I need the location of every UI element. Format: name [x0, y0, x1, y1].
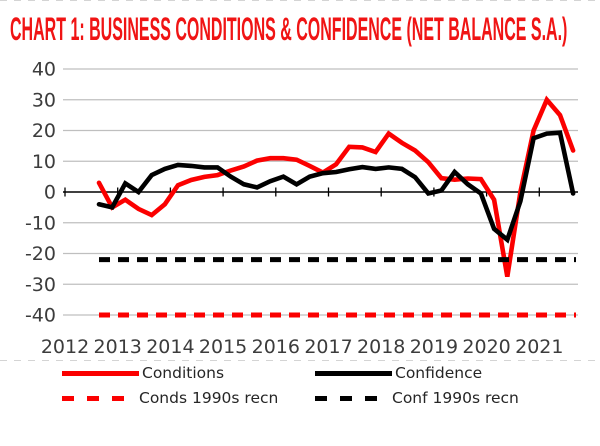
- confidence-line-swatch: [315, 370, 392, 376]
- x-axis-label: 2014: [146, 336, 194, 358]
- y-axis-label: -30: [25, 274, 56, 296]
- legend-label-confidence: Confidence: [395, 364, 483, 382]
- x-axis-label: 2019: [410, 336, 458, 358]
- x-axis-label: 2020: [462, 336, 510, 358]
- y-axis-label: 20: [32, 120, 56, 142]
- conds-1990s-recn-swatch: [62, 395, 136, 401]
- page-break-dotted-line-top: [0, 0, 600, 1]
- x-axis-label: 2015: [199, 336, 247, 358]
- confidence-line: [96, 130, 576, 244]
- x-axis-label: 2013: [94, 336, 142, 358]
- y-axis-label: -40: [25, 305, 56, 327]
- legend-item-confidence: Confidence: [315, 364, 482, 382]
- y-axis-label: 0: [44, 182, 56, 204]
- legend-item-conditions: Conditions: [62, 364, 224, 382]
- x-axis-label: 2017: [304, 336, 352, 358]
- legend-label-conf-1990s-recn: Conf 1990s recn: [392, 389, 519, 407]
- chart-title: CHART 1: BUSINESS CONDITIONS & CONFIDENC…: [10, 11, 600, 48]
- y-axis-label: -10: [25, 212, 56, 234]
- conf-1990s-recn-swatch: [315, 395, 389, 401]
- page-break-dotted-line-mid: [0, 360, 600, 361]
- y-axis-label: 30: [32, 89, 56, 111]
- chart-title-text: CHART 1: BUSINESS CONDITIONS & CONFIDENC…: [10, 11, 568, 47]
- legend-item-conds-1990s-recn: Conds 1990s recn: [62, 389, 278, 407]
- legend-label-conditions: Conditions: [142, 364, 225, 382]
- y-axis-label: 40: [32, 59, 56, 81]
- y-axis-label: -20: [25, 243, 56, 265]
- x-axis-label: 2018: [357, 336, 405, 358]
- x-axis-label: 2016: [252, 336, 300, 358]
- x-axis-label: 2012: [41, 336, 89, 358]
- legend-item-conf-1990s-recn: Conf 1990s recn: [315, 389, 519, 407]
- conditions-line: [96, 95, 576, 277]
- x-axis-label: 2021: [515, 336, 563, 358]
- conditions-line-swatch: [62, 370, 139, 376]
- y-axis-label: 10: [32, 151, 56, 173]
- legend-label-conds-1990s-recn: Conds 1990s recn: [139, 389, 279, 407]
